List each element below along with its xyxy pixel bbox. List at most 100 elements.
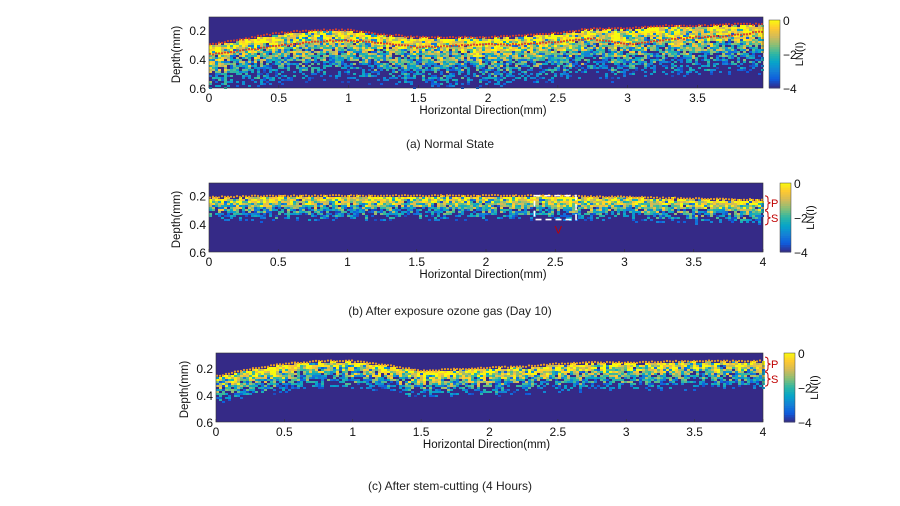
heatmap-cell — [386, 53, 389, 55]
heatmap-cell — [377, 39, 380, 41]
heatmap-cell — [329, 57, 332, 59]
heatmap-cell — [734, 31, 737, 33]
heatmap-cell — [377, 65, 380, 67]
heatmap-cell — [446, 207, 449, 209]
heatmap-cell — [392, 199, 395, 201]
heatmap-cell — [500, 85, 503, 87]
heatmap-cell — [533, 197, 536, 199]
heatmap-cell — [284, 33, 287, 35]
heatmap-cell — [464, 219, 467, 221]
heatmap-cell — [617, 39, 620, 41]
heatmap-cell — [533, 53, 536, 55]
heatmap-cell — [617, 197, 620, 199]
heatmap-cell — [497, 67, 500, 69]
heatmap-cell — [371, 51, 374, 53]
heatmap-cell — [335, 77, 338, 79]
heatmap-cell — [440, 41, 443, 43]
heatmap-cell — [227, 55, 230, 57]
heatmap-cell — [608, 201, 611, 203]
heatmap-cell — [353, 213, 356, 215]
boundary-dot — [703, 23, 707, 27]
heatmap-cell — [521, 57, 524, 59]
heatmap-cell — [446, 209, 449, 211]
heatmap-cell — [410, 43, 413, 45]
heatmap-cell — [284, 75, 287, 77]
heatmap-cell — [665, 33, 668, 35]
heatmap-cell — [473, 207, 476, 209]
heatmap-cell — [635, 67, 638, 69]
heatmap-cell — [578, 211, 581, 213]
heatmap-cell — [347, 69, 350, 71]
heatmap-cell — [281, 55, 284, 57]
heatmap-cell — [641, 37, 644, 39]
heatmap-cell — [515, 41, 518, 43]
heatmap-cell — [269, 71, 272, 73]
heatmap-cell — [209, 63, 212, 65]
heatmap-cell — [446, 55, 449, 57]
heatmap-cell — [236, 45, 239, 47]
heatmap-cell — [704, 31, 707, 33]
colorbar-segment — [769, 56, 780, 60]
heatmap-cell — [746, 71, 749, 73]
heatmap-cell — [554, 43, 557, 45]
heatmap-cell — [413, 73, 416, 75]
heatmap-cell — [623, 69, 626, 71]
heatmap-cell — [752, 41, 755, 43]
heatmap-cell — [719, 43, 722, 45]
heatmap-cell — [236, 201, 239, 203]
heatmap-cell — [263, 205, 266, 207]
boundary-dot — [553, 31, 557, 34]
heatmap-cell — [542, 205, 545, 207]
heatmap-cell — [224, 219, 227, 221]
heatmap-cell — [653, 65, 656, 67]
heatmap-cell — [326, 35, 329, 37]
heatmap-cell — [560, 207, 563, 209]
heatmap-cell — [749, 43, 752, 45]
heatmap-cell — [509, 205, 512, 207]
heatmap-cell — [359, 53, 362, 55]
heatmap-cell — [296, 219, 299, 221]
heatmap-cell — [515, 37, 518, 39]
heatmap-cell — [527, 75, 530, 77]
heatmap-cell — [653, 37, 656, 39]
heatmap-cell — [488, 207, 491, 209]
heatmap-cell — [362, 33, 365, 35]
heatmap-cell — [227, 47, 230, 49]
heatmap-cell — [224, 67, 227, 69]
heatmap-cell — [227, 75, 230, 77]
heatmap-cell — [218, 43, 221, 45]
heatmap-cell — [689, 45, 692, 47]
heatmap-cell — [239, 53, 242, 55]
heatmap-cell — [302, 65, 305, 67]
heatmap-cell — [221, 77, 224, 79]
heatmap-cell — [731, 57, 734, 59]
heatmap-cell — [308, 59, 311, 61]
heatmap-cell — [449, 65, 452, 67]
heatmap-cell — [467, 215, 470, 217]
heatmap-cell — [758, 39, 761, 41]
heatmap-cell — [524, 53, 527, 55]
colorbar-segment — [769, 20, 780, 23]
heatmap-cell — [506, 63, 509, 65]
heatmap-cell — [563, 61, 566, 63]
heatmap-cell — [425, 215, 428, 217]
heatmap-cell — [698, 39, 701, 41]
heatmap-cell — [488, 203, 491, 205]
heatmap-cell — [755, 29, 758, 31]
heatmap-cell — [305, 43, 308, 45]
heatmap-cell — [560, 201, 563, 203]
heatmap-cell — [731, 55, 734, 57]
heatmap-cell — [569, 215, 572, 217]
heatmap-cell — [647, 35, 650, 37]
heatmap-cell — [689, 49, 692, 51]
heatmap-cell — [383, 49, 386, 51]
heatmap-cell — [554, 203, 557, 205]
heatmap-cell — [692, 45, 695, 47]
heatmap-cell — [566, 63, 569, 65]
heatmap-cell — [242, 69, 245, 71]
heatmap-cell — [752, 63, 755, 65]
heatmap-cell — [506, 197, 509, 199]
heatmap-cell — [383, 211, 386, 213]
boundary-dot — [487, 36, 491, 39]
heatmap-cell — [632, 51, 635, 53]
